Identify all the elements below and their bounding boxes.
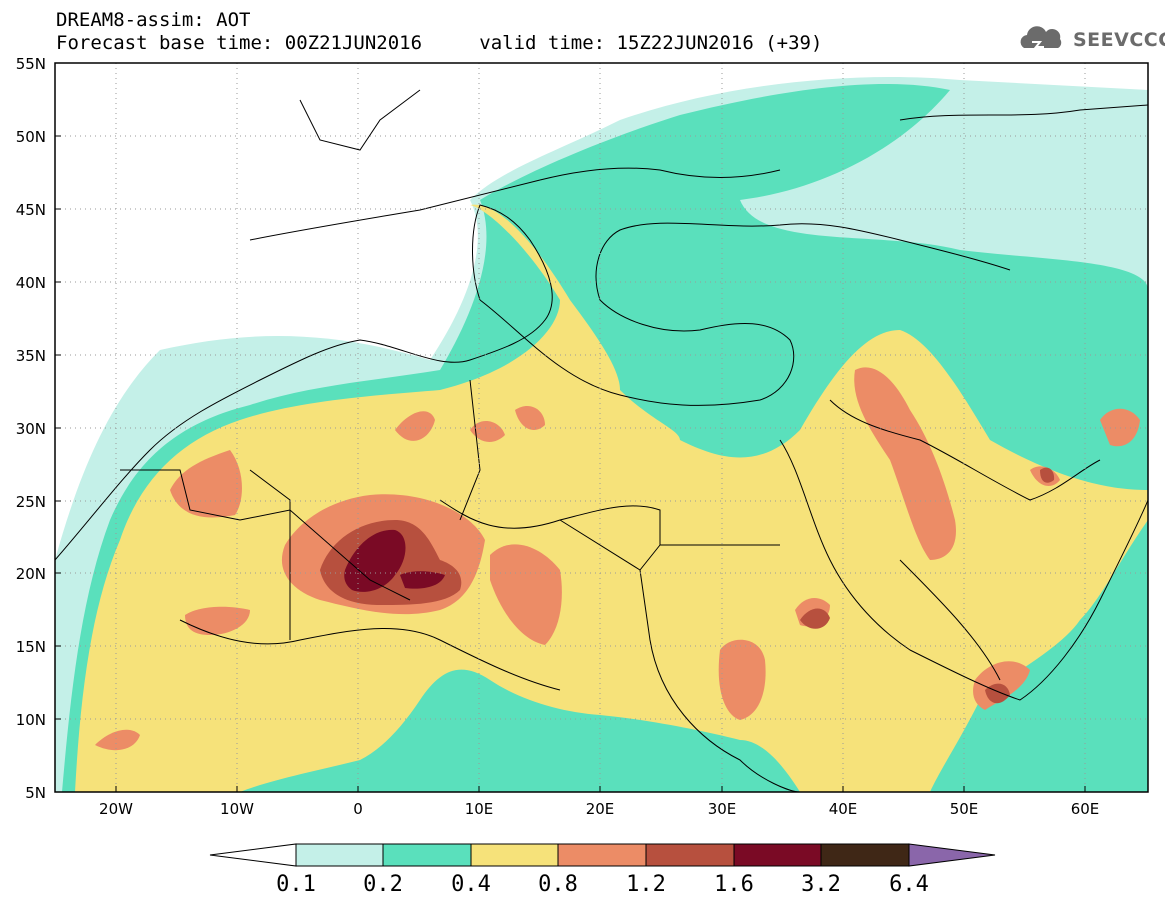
map-grid <box>55 63 1148 792</box>
map-title: DREAM8-assim: AOT <box>56 9 251 31</box>
colorbar-under-triangle <box>209 843 297 867</box>
lat-label: 45N <box>15 201 46 219</box>
lat-label: 50N <box>15 128 46 146</box>
colorbar-label: 1.6 <box>714 872 754 897</box>
colorbar-over-triangle <box>908 843 996 867</box>
colorbar-label: 0.1 <box>276 872 316 897</box>
lon-label: 20E <box>585 800 615 818</box>
lon-label: 20W <box>99 800 133 818</box>
forecast-base-time: Forecast base time: 00Z21JUN2016 <box>56 32 423 54</box>
lon-label: 60E <box>1070 800 1100 818</box>
colorbar-swatch-0-4 <box>470 843 559 867</box>
colorbar-label: 0.8 <box>538 872 578 897</box>
lat-label: 20N <box>15 565 46 583</box>
colorbar-swatch-0-2 <box>382 843 472 867</box>
colorbar-label: 0.4 <box>451 872 491 897</box>
colorbar-label: 3.2 <box>801 872 841 897</box>
colorbar-swatch-1-6 <box>733 843 822 867</box>
colorbar-swatch-0-1 <box>295 843 384 867</box>
lon-label: 40E <box>828 800 858 818</box>
colorbar-label: 6.4 <box>889 872 929 897</box>
coastlines <box>55 89 1148 792</box>
lat-label: 10N <box>15 711 46 729</box>
lat-label: 40N <box>15 274 46 292</box>
lat-label: 30N <box>15 420 46 438</box>
colorbar-swatch-3-2 <box>820 843 910 867</box>
colorbar-label: 1.2 <box>626 872 666 897</box>
lat-label: 15N <box>15 638 46 656</box>
lon-label: 10W <box>220 800 254 818</box>
cloud-icon <box>1020 26 1062 48</box>
valid-time: valid time: 15Z22JUN2016 (+39) <box>479 32 823 54</box>
time-info: Forecast base time: 00Z21JUN2016 valid t… <box>56 33 822 53</box>
aot-0-4-band <box>75 204 1148 792</box>
lat-label: 55N <box>15 55 46 73</box>
lon-label: 10E <box>464 800 494 818</box>
logo-text: SEEVCCC <box>1073 29 1165 51</box>
aot-1-6-band <box>344 529 406 592</box>
colorbar-label: 0.2 <box>363 872 403 897</box>
lat-label: 35N <box>15 347 46 365</box>
colorbar-swatch-1-2 <box>645 843 735 867</box>
lon-label: 50E <box>949 800 979 818</box>
lat-label: 5N <box>25 784 46 802</box>
lon-label: 0 <box>353 800 363 818</box>
colorbar <box>209 843 996 867</box>
axis-ticks <box>55 62 1086 792</box>
colorbar-swatch-0-8 <box>557 843 647 867</box>
lon-label: 30E <box>707 800 737 818</box>
lat-label: 25N <box>15 493 46 511</box>
